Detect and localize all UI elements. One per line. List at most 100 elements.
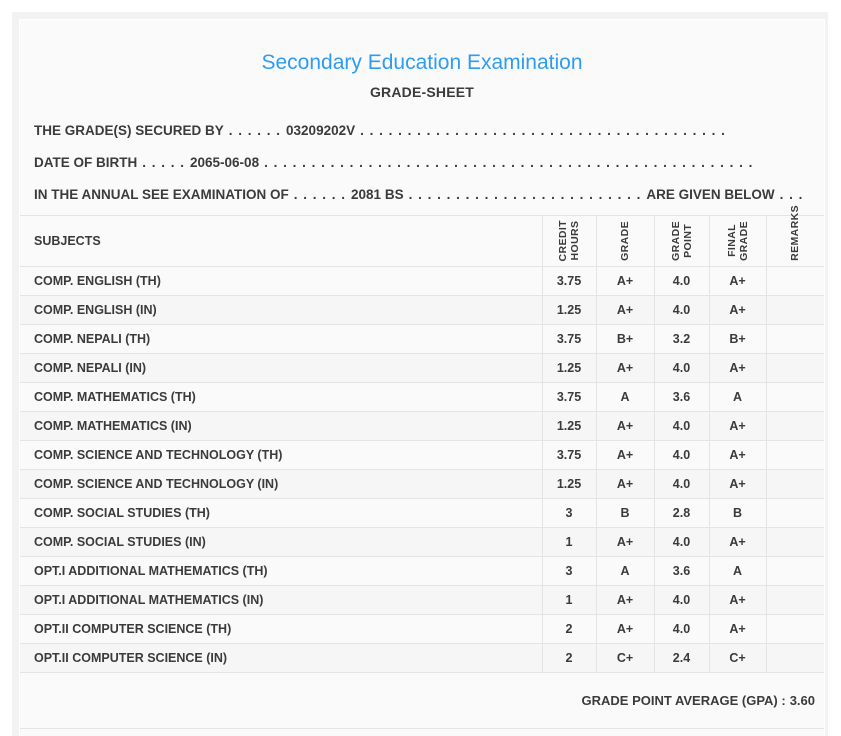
grade-point-cell: 4.0: [653, 585, 709, 615]
credit-hours-cell: 3.75: [541, 324, 596, 354]
gpa-value: 3.60: [789, 693, 815, 708]
dotted-filler: . . . . .: [142, 155, 186, 170]
table-row: COMP. NEPALI (TH) 3.75 B+ 3.2 B+: [20, 324, 824, 354]
remarks-cell: [765, 411, 824, 441]
credit-hours-cell: 3.75: [541, 266, 596, 296]
subject-cell: COMP. MATHEMATICS (TH): [20, 382, 542, 412]
grade-point-cell: 3.2: [653, 324, 709, 354]
dotted-filler: . . .: [779, 187, 804, 202]
credit-hours-cell: 1.25: [541, 295, 596, 325]
dotted-filler: . . . . . .: [228, 123, 282, 138]
page-title: Secondary Education Examination: [261, 51, 583, 74]
subject-cell: OPT.II COMPUTER SCIENCE (IN): [20, 643, 542, 673]
remarks-cell: [765, 382, 824, 412]
dotted-filler: . . . . . . . . . . . . . . . . . . . . …: [360, 123, 726, 138]
subject-cell: COMP. NEPALI (IN): [20, 353, 542, 383]
grade-cell: C+: [595, 643, 654, 673]
remarks-cell: [765, 440, 824, 470]
table-row: COMP. ENGLISH (IN) 1.25 A+ 4.0 A+: [20, 295, 824, 325]
remarks-cell: [765, 527, 824, 557]
secured-by-label: THE GRADE(S) SECURED BY: [34, 123, 224, 138]
date-of-birth-label: DATE OF BIRTH: [34, 155, 138, 170]
info-line-examination-year: IN THE ANNUAL SEE EXAMINATION OF . . . . …: [34, 179, 810, 211]
table-row: OPT.I ADDITIONAL MATHEMATICS (TH) 3 A 3.…: [20, 556, 824, 586]
grade-point-cell: 4.0: [653, 527, 709, 557]
credit-hours-cell: 1: [541, 585, 596, 615]
column-header-grade: GRADE: [595, 215, 654, 267]
symbol-number-value: 03209202V: [286, 123, 356, 138]
table-row: COMP. ENGLISH (TH) 3.75 A+ 4.0 A+: [20, 266, 824, 296]
grade-cell: A: [595, 556, 654, 586]
remarks-cell: [765, 324, 824, 354]
column-header-grade-point: GRADE POINT: [653, 215, 709, 267]
dotted-filler: . . . . . . . . . . . . . . . . . . . . …: [408, 187, 642, 202]
final-grade-cell: B: [708, 498, 766, 528]
subject-cell: COMP. SOCIAL STUDIES (IN): [20, 527, 542, 557]
date-of-birth-value: 2065-06-08: [190, 155, 260, 170]
examination-of-label: IN THE ANNUAL SEE EXAMINATION OF: [34, 187, 289, 202]
grade-cell: B+: [595, 324, 654, 354]
final-grade-cell: A+: [708, 353, 766, 383]
credit-hours-cell: 3.75: [541, 382, 596, 412]
table-row: COMP. SCIENCE AND TECHNOLOGY (TH) 3.75 A…: [20, 440, 824, 470]
credit-hours-cell: 1.25: [541, 469, 596, 499]
final-grade-cell: A: [708, 556, 766, 586]
table-row: COMP. MATHEMATICS (IN) 1.25 A+ 4.0 A+: [20, 411, 824, 441]
grade-point-cell: 4.0: [653, 295, 709, 325]
dotted-filler: . . . . . . . . . . . . . . . . . . . . …: [264, 155, 754, 170]
grade-point-cell: 4.0: [653, 440, 709, 470]
gpa-label: GRADE POINT AVERAGE (GPA) :: [581, 693, 786, 708]
grade-point-cell: 4.0: [653, 614, 709, 644]
grade-cell: A+: [595, 527, 654, 557]
remarks-rotated-label: REMARKS: [789, 205, 802, 261]
final-grade-cell: C+: [708, 643, 766, 673]
grade-point-cell: 4.0: [653, 266, 709, 296]
grade-point-cell: 2.4: [653, 643, 709, 673]
final-grade-cell: A+: [708, 266, 766, 296]
remarks-cell: [765, 295, 824, 325]
remarks-cell: [765, 585, 824, 615]
gpa-row: GRADE POINT AVERAGE (GPA) :3.60: [20, 672, 824, 729]
grade-point-cell: 4.0: [653, 411, 709, 441]
subject-cell: COMP. ENGLISH (IN): [20, 295, 542, 325]
final-grade-cell: A+: [708, 295, 766, 325]
final-grade-rotated-label: FINAL GRADE: [725, 221, 750, 261]
final-grade-cell: A+: [708, 469, 766, 499]
final-grade-cell: B+: [708, 324, 766, 354]
credit-hours-cell: 2: [541, 643, 596, 673]
remarks-cell: [765, 469, 824, 499]
grade-point-cell: 3.6: [653, 556, 709, 586]
credit-hours-cell: 3: [541, 556, 596, 586]
grade-cell: A: [595, 382, 654, 412]
subject-cell: COMP. MATHEMATICS (IN): [20, 411, 542, 441]
table-row: COMP. NEPALI (IN) 1.25 A+ 4.0 A+: [20, 353, 824, 383]
final-grade-cell: A+: [708, 440, 766, 470]
grade-cell: A+: [595, 614, 654, 644]
info-line-date-of-birth: DATE OF BIRTH . . . . . 2065-06-08 . . . . …: [34, 147, 810, 179]
table-row: COMP. MATHEMATICS (TH) 3.75 A 3.6 A: [20, 382, 824, 412]
grade-cell: A+: [595, 353, 654, 383]
grade-sheet-subtitle: GRADE-SHEET: [369, 84, 475, 100]
subject-cell: COMP. ENGLISH (TH): [20, 266, 542, 296]
column-header-final-grade: FINAL GRADE: [708, 215, 766, 267]
dotted-filler: . . . . . .: [293, 187, 347, 202]
remarks-cell: [765, 498, 824, 528]
credit-hours-cell: 3.75: [541, 440, 596, 470]
page-container: Secondary Education Examination GRADE-SH…: [12, 12, 828, 736]
grade-cell: A+: [595, 585, 654, 615]
column-header-credit-hours: CREDIT HOURS: [541, 215, 596, 267]
grade-cell: A+: [595, 266, 654, 296]
table-row: OPT.II COMPUTER SCIENCE (IN) 2 C+ 2.4 C+: [20, 643, 824, 673]
grades-table: SUBJECTS CREDIT HOURS GRADE GRADE POINT …: [20, 205, 824, 729]
grade-rotated-label: GRADE: [619, 221, 631, 261]
final-grade-cell: A+: [708, 527, 766, 557]
grade-sheet-card: Secondary Education Examination GRADE-SH…: [19, 19, 825, 736]
grade-point-cell: 3.6: [653, 382, 709, 412]
final-grade-cell: A+: [708, 614, 766, 644]
column-header-subjects: SUBJECTS: [20, 215, 542, 267]
grade-point-cell: 4.0: [653, 353, 709, 383]
remarks-cell: [765, 353, 824, 383]
grade-cell: A+: [595, 469, 654, 499]
student-info-section: THE GRADE(S) SECURED BY . . . . . . 032092…: [34, 115, 810, 211]
grade-point-rotated-label: GRADE POINT: [669, 221, 694, 261]
